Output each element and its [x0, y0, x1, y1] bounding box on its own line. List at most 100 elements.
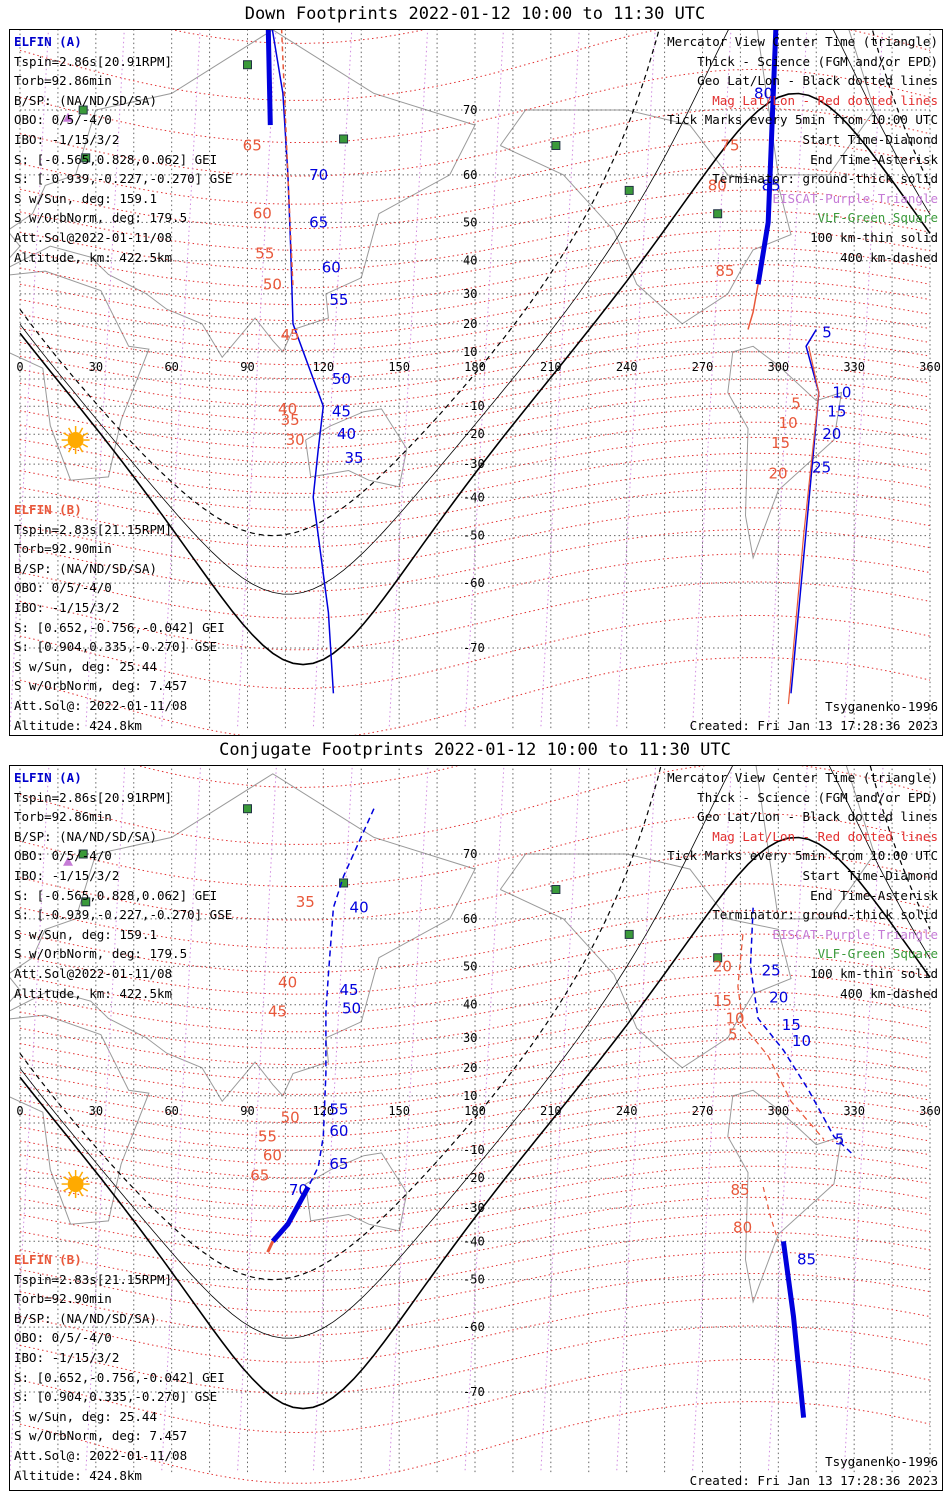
vlf-station-marker	[624, 929, 634, 939]
legend-line: Thick - Science (FGM and/or EPD)	[697, 789, 938, 805]
info-line: IBO: -1/15/3/2	[14, 131, 120, 147]
elfin-a-tick-label: 15	[782, 1016, 801, 1034]
mag-meridian	[388, 30, 429, 729]
mag-parallel	[19, 1008, 931, 1066]
sun-disk	[67, 432, 84, 449]
sun-icon	[61, 1170, 90, 1199]
info-line: OBO: 0/5/-4/0	[14, 1330, 112, 1346]
landmass-outline	[10, 30, 476, 359]
vlf-station-marker	[624, 185, 634, 195]
lon-tick-label: 90	[240, 360, 254, 374]
map-canvas-down[interactable]: 0 30 60 90 120 150 180 210 240 270 300 330 360706050…	[10, 30, 942, 735]
created-label: Created: Fri Jan 13 17:28:36 2023	[689, 718, 938, 733]
sun-ray	[78, 446, 84, 453]
mag-parallel	[19, 487, 931, 548]
legend-line: Mag Lat/Lon - Red dotted lines	[712, 828, 938, 844]
terminator-ground	[19, 836, 931, 1410]
lat-tick-label: 40	[463, 254, 477, 268]
mag-parallel	[19, 189, 931, 251]
legend-line: Start Time-Diamond	[802, 131, 938, 147]
info-line: S w/OrbNorm, deg: 7.457	[14, 678, 188, 694]
mag-parallel	[19, 68, 931, 143]
legend-line: 400 km-dashed	[840, 249, 938, 265]
elfin-a-tick-label: 5	[835, 1130, 845, 1148]
sun-disk	[67, 1176, 84, 1193]
mag-parallel	[19, 365, 931, 421]
lon-tick-label: 330	[843, 1104, 865, 1118]
info-line: Torb=92.86min	[14, 73, 112, 89]
lon-tick-label: 30	[89, 1104, 103, 1118]
sun-ray	[67, 427, 73, 434]
vlf-station-marker	[78, 105, 88, 115]
elfin-b-tick-label: 85	[715, 262, 734, 280]
mag-parallel	[19, 469, 931, 529]
elfin-a-tick-label: 25	[812, 458, 831, 476]
lat-tick-label: 70	[463, 847, 477, 861]
legend-line: End Time-Asterisk	[810, 887, 938, 903]
lon-tick-label: 330	[843, 360, 865, 374]
info-line: S: [-0.939,-0.227,-0.270] GSE	[14, 171, 233, 187]
mag-meridian	[237, 30, 277, 729]
landmass-outline	[755, 766, 875, 920]
map-canvas-conjugate[interactable]: 0 30 60 90 120 150 180 210 240 270 300 330 360706050…	[10, 766, 942, 1490]
elfin-b-tick-label: 35	[296, 893, 315, 911]
legend-line: Tick Marks every 5min from 10:00 UTC	[667, 112, 938, 128]
lon-tick-label: 240	[616, 1104, 638, 1118]
mag-meridian	[237, 766, 277, 1473]
legend-line: Mercator View Center Time (triangle)	[667, 34, 938, 49]
elfin-a-info-conjugate: ELFIN (A) Tspin=2.86s[20.91RPM] Torb=92.…	[14, 768, 232, 1003]
lat-tick-label: -20	[463, 1171, 485, 1185]
elfin-a-tick-label: 65	[329, 1155, 348, 1173]
info-line: Altitude: 424.8km	[14, 1467, 142, 1483]
mag-parallel	[19, 452, 931, 511]
terminator-100km	[19, 766, 931, 1339]
elfin-b-tick-label: 60	[263, 1147, 282, 1165]
lon-tick-label: 360	[919, 1104, 941, 1118]
lon-tick-label: 240	[616, 360, 638, 374]
elfin-b-tick-label: 40	[278, 400, 297, 418]
landmass-outline	[10, 1014, 150, 1225]
mag-parallel	[19, 1095, 931, 1151]
mag-parallel	[19, 139, 931, 205]
info-line: S w/OrbNorm, deg: 7.457	[14, 1428, 188, 1444]
elfin-a-tick-label: 45	[339, 981, 358, 999]
elfin-b-tick-label: 35	[281, 411, 300, 429]
landmass-outline	[756, 30, 875, 176]
vlf-station-marker	[551, 140, 561, 150]
mag-parallel	[19, 812, 931, 887]
mag-parallel	[19, 407, 931, 464]
elfin-b-tick-label: 45	[281, 326, 300, 344]
mag-parallel	[19, 107, 931, 177]
legend-line: Tick Marks every 5min from 10:00 UTC	[667, 848, 938, 864]
info-line: Altitude: 424.8km	[14, 717, 142, 733]
lon-tick-label: 270	[692, 360, 714, 374]
lon-tick-label: 360	[919, 360, 941, 374]
mag-parallel	[19, 210, 931, 271]
sun-ray	[82, 1176, 89, 1181]
legend-line: VLF-Green Square	[817, 210, 938, 226]
landmass-outline	[10, 270, 150, 481]
model-label: Tsyganenko-1996	[825, 1454, 938, 1469]
elfin-a-tick-label: 65	[309, 213, 328, 231]
landmass-outline	[727, 1089, 843, 1304]
elfin-b-tick-label: 10	[725, 1009, 744, 1027]
elfin-b-tick-label: 20	[713, 957, 732, 975]
lat-tick-label: -20	[463, 427, 485, 441]
info-line: S w/Sun, deg: 25.44	[14, 658, 157, 674]
lon-tick-label: 270	[692, 1104, 714, 1118]
elfin-b-tick-label: 10	[779, 414, 798, 432]
elfin-b-tick-label: 45	[268, 1003, 287, 1021]
vlf-station-marker	[243, 60, 252, 70]
info-line: Torb=92.86min	[14, 809, 112, 825]
elfin-b-tick-label: 5	[728, 1026, 738, 1044]
mag-parallel	[19, 337, 931, 393]
elfin-a-track-east	[749, 907, 855, 1157]
sun-ray	[63, 1176, 70, 1181]
track-tick-labels: 4045505560657025201510585354045505560652…	[250, 893, 844, 1269]
elfin-a-science-west	[270, 1185, 311, 1243]
elfin-a-tick-label: 60	[322, 259, 341, 277]
sun-ray	[67, 1171, 73, 1178]
info-line: Torb=92.90min	[14, 541, 112, 557]
mag-parallel	[19, 954, 931, 1015]
lon-tick-label: 300	[767, 1104, 789, 1118]
